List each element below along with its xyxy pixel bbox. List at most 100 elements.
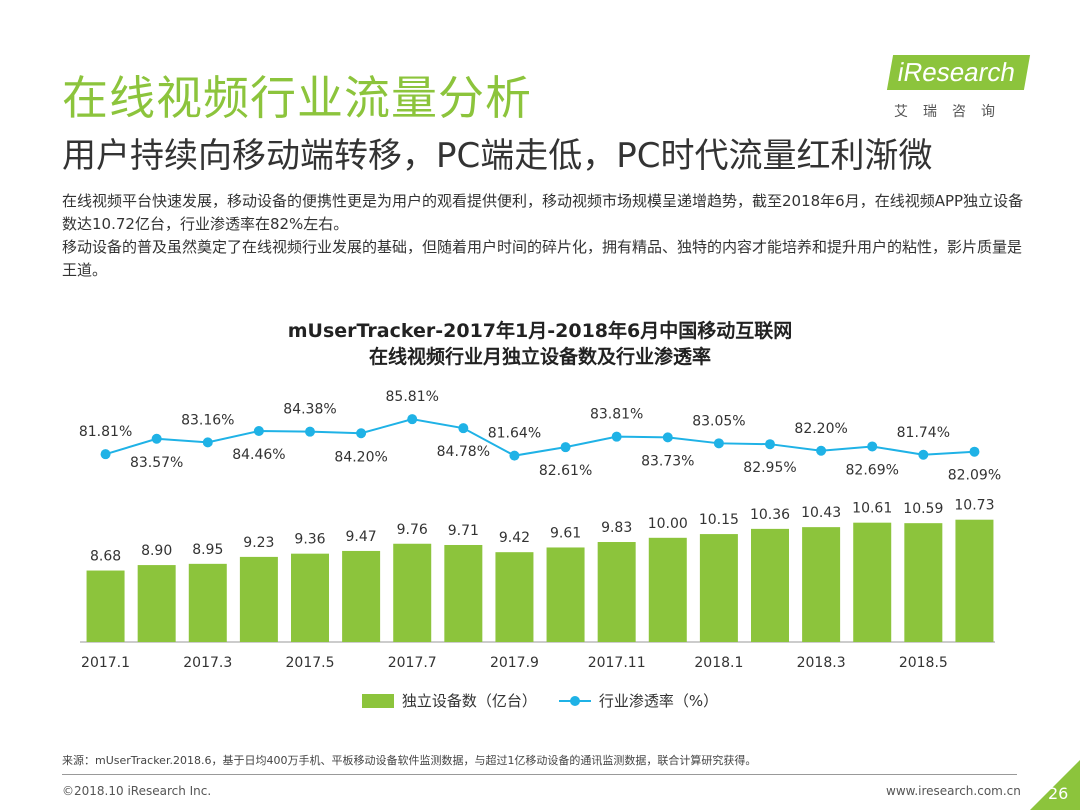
x-tick-2017.3: 2017.3 — [183, 655, 232, 671]
line-point-2017.10 — [560, 442, 571, 453]
line-point-2018.3 — [816, 445, 827, 456]
description-paragraph-1: 在线视频平台快速发展，移动设备的便携性更是为用户的观看提供便利，移动视频市场规模… — [62, 192, 1024, 233]
logo-subtext: 艾瑞咨询 — [894, 104, 1010, 120]
line-label-2018.1: 83.05% — [692, 413, 745, 429]
penetration-line — [105, 418, 975, 457]
logo-brand: iResearch — [886, 55, 1031, 90]
x-tick-2017.11: 2017.11 — [588, 655, 646, 671]
bar-2017.3 — [188, 563, 227, 642]
bar-2017.9 — [495, 552, 534, 642]
bar-label-2018.6: 10.73 — [954, 498, 994, 514]
line-point-2017.7 — [407, 414, 418, 425]
line-label-2017.5: 84.38% — [283, 402, 336, 418]
bar-label-2017.7: 9.76 — [397, 522, 428, 538]
line-label-2017.2: 83.57% — [130, 455, 183, 471]
bar-label-2017.3: 8.95 — [192, 542, 223, 558]
bar-2018.3 — [802, 527, 841, 642]
chart-legend: 独立设备数（亿台） 行业渗透率（%） — [0, 690, 1080, 711]
line-point-2017.1 — [100, 449, 111, 460]
line-label-2017.8: 84.78% — [437, 444, 490, 460]
legend-item-devices: 独立设备数（亿台） — [361, 690, 537, 711]
line-label-2017.4: 84.46% — [232, 447, 285, 463]
line-label-2017.1: 81.81% — [79, 424, 132, 440]
bar-2017.11 — [597, 542, 636, 642]
x-tick-2018.1: 2018.1 — [694, 655, 743, 671]
website-link[interactable]: www.iresearch.com.cn — [886, 784, 1021, 798]
footer-divider — [62, 774, 1017, 775]
chart-title-line2: 在线视频行业月独立设备数及行业渗透率 — [368, 346, 711, 368]
copyright: ©2018.10 iResearch Inc. — [62, 784, 212, 798]
line-point-2017.3 — [202, 437, 213, 448]
bar-label-2018.4: 10.61 — [852, 501, 892, 517]
page-subtitle: 用户持续向移动端转移，PC端走低，PC时代流量红利渐微 — [62, 136, 933, 176]
line-point-2018.2 — [765, 439, 775, 450]
line-label-2018.3: 82.20% — [794, 421, 847, 437]
x-tick-2017.9: 2017.9 — [490, 655, 539, 671]
line-label-2018.2: 82.95% — [743, 460, 796, 476]
bar-label-2017.5: 9.36 — [294, 532, 325, 548]
corner-decoration — [1030, 760, 1080, 810]
bar-label-2018.3: 10.43 — [801, 505, 841, 521]
line-point-2017.11 — [611, 431, 622, 442]
bar-2018.5 — [904, 523, 943, 642]
bar-2017.6 — [342, 550, 381, 642]
bar-label-2017.2: 8.90 — [141, 543, 172, 559]
combo-chart: 8.68 8.90 8.95 9.23 9.36 9.47 9.76 9.71 9.42 9.61… — [79, 389, 1001, 671]
description: 在线视频平台快速发展，移动设备的便携性更是为用户的观看提供便利，移动视频市场规模… — [62, 190, 1032, 282]
bar-label-2018.2: 10.36 — [750, 507, 790, 523]
line-label-2017.9: 81.64% — [488, 426, 541, 442]
x-tick-2018.5: 2018.5 — [899, 655, 948, 671]
bar-2017.4 — [239, 556, 278, 642]
source-note: 来源：mUserTracker.2018.6，基于日均400万手机、平板移动设备… — [62, 754, 757, 767]
description-paragraph-2: 移动设备的普及虽然奠定了在线视频行业发展的基础，但随着用户时间的碎片化，拥有精品… — [62, 238, 1023, 279]
bar-2017.5 — [291, 553, 329, 642]
line-point-2018.5 — [918, 449, 929, 460]
bar-2017.7 — [393, 543, 432, 642]
bar-2017.8 — [444, 544, 483, 642]
bar-label-2017.9: 9.42 — [499, 530, 530, 546]
bar-label-2017.4: 9.23 — [243, 535, 274, 551]
line-point-2017.4 — [253, 425, 264, 436]
line-label-2017.3: 83.16% — [181, 412, 234, 428]
line-label-2017.10: 82.61% — [539, 463, 592, 479]
bar-2018.4 — [853, 522, 892, 642]
bar-label-2018.5: 10.59 — [903, 501, 943, 517]
legend-line-label: 行业渗透率（%） — [598, 692, 719, 710]
line-label-2017.12: 83.73% — [641, 453, 694, 469]
x-tick-2017.1: 2017.1 — [81, 655, 130, 671]
line-label-2018.5: 81.74% — [897, 425, 950, 441]
line-label-2018.6: 82.09% — [948, 468, 1001, 484]
x-tick-2018.3: 2018.3 — [797, 655, 846, 671]
line-label-2017.6: 84.20% — [334, 449, 387, 465]
bar-label-2017.6: 9.47 — [346, 529, 377, 545]
legend-bar-swatch — [361, 693, 394, 708]
iresearch-logo: iResearch 艾瑞咨询 — [886, 55, 1031, 125]
line-point-2017.6 — [356, 428, 367, 439]
line-point-2018.4 — [867, 441, 878, 452]
line-label-2017.11: 83.81% — [590, 407, 643, 423]
line-point-2017.5 — [305, 426, 315, 437]
bar-label-2017.10: 9.61 — [550, 525, 581, 541]
line-point-2018.6 — [969, 446, 980, 457]
bar-label-2017.8: 9.71 — [448, 523, 479, 539]
bar-label-2017.1: 8.68 — [90, 549, 121, 565]
line-point-2018.1 — [713, 438, 724, 449]
page-title: 在线视频行业流量分析 — [62, 71, 532, 125]
bar-2017.1 — [86, 570, 125, 642]
x-tick-2017.5: 2017.5 — [286, 655, 335, 671]
page-number: 26 — [1048, 784, 1069, 803]
chart-title-line1: mUserTracker-2017年1月-2018年6月中国移动互联网 — [287, 320, 793, 342]
legend-bar-label: 独立设备数（亿台） — [401, 692, 537, 710]
bar-2018.2 — [751, 528, 789, 642]
x-tick-2017.7: 2017.7 — [388, 655, 437, 671]
bar-label-2017.12: 10.00 — [648, 516, 688, 532]
bar-2018.6 — [955, 519, 994, 642]
bar-2018.1 — [699, 534, 738, 642]
line-point-2017.12 — [662, 432, 673, 443]
legend-line-swatch — [558, 694, 591, 708]
bar-2017.12 — [648, 537, 687, 642]
line-label-2018.4: 82.69% — [846, 462, 899, 478]
line-point-2017.2 — [151, 433, 162, 444]
bar-label-2017.11: 9.83 — [601, 520, 632, 536]
bar-2017.10 — [546, 547, 585, 642]
